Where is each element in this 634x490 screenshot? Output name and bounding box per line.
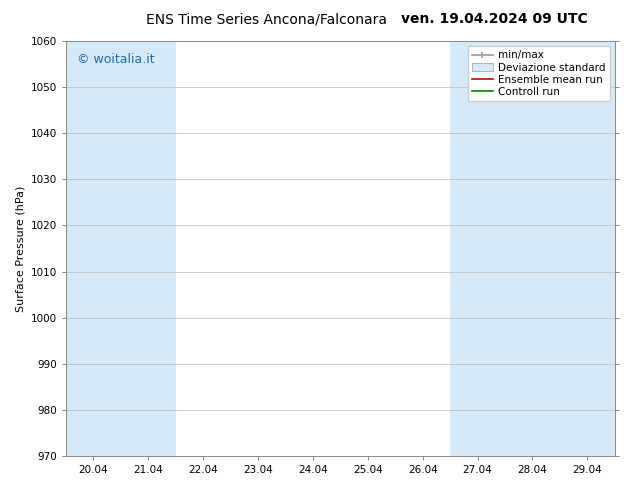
- Bar: [560, 41, 615, 456]
- Text: ven. 19.04.2024 09 UTC: ven. 19.04.2024 09 UTC: [401, 12, 588, 26]
- Bar: [66, 41, 120, 456]
- Bar: [505, 41, 560, 456]
- Text: ENS Time Series Ancona/Falconara: ENS Time Series Ancona/Falconara: [146, 12, 387, 26]
- Y-axis label: Surface Pressure (hPa): Surface Pressure (hPa): [15, 185, 25, 312]
- Bar: [120, 41, 176, 456]
- Bar: [450, 41, 505, 456]
- Legend: min/max, Deviazione standard, Ensemble mean run, Controll run: min/max, Deviazione standard, Ensemble m…: [468, 46, 610, 101]
- Text: © woitalia.it: © woitalia.it: [77, 53, 155, 67]
